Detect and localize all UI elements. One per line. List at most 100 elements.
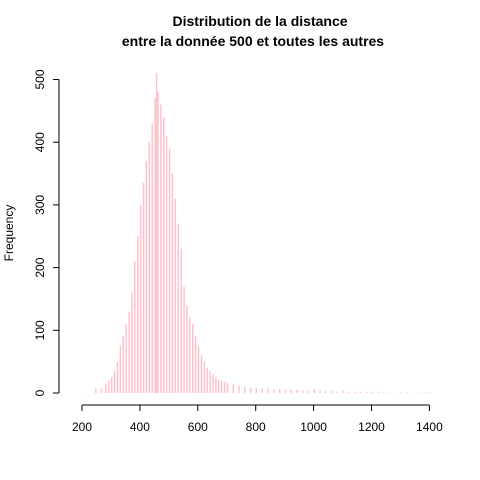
histogram-bar <box>371 391 373 393</box>
histogram-bar <box>125 324 127 393</box>
histogram-bar <box>82 392 84 393</box>
histogram-bar <box>284 389 287 393</box>
histogram-bar <box>296 389 298 393</box>
x-axis-tick-label: 1200 <box>358 420 385 434</box>
histogram-bar <box>145 161 148 393</box>
histogram-bar <box>412 392 414 393</box>
histogram-bar <box>377 391 379 393</box>
histogram-bar <box>223 381 226 393</box>
histogram-bar <box>203 361 206 393</box>
histogram-bar <box>342 391 344 393</box>
histogram-bar <box>197 345 200 393</box>
y-axis-tick-label: 500 <box>33 69 47 89</box>
histogram-bar <box>200 355 203 393</box>
histogram-bar <box>139 204 142 393</box>
histogram-bar <box>423 392 426 393</box>
histogram-bar <box>189 317 191 393</box>
chart-title-line-1: Distribution de la distance <box>172 13 347 29</box>
histogram-bar <box>100 388 103 393</box>
histogram-bar <box>406 392 408 393</box>
histogram-bar <box>212 374 214 393</box>
x-axis: 200 400 600 800 1000 1200 1400 <box>72 404 443 434</box>
histogram-bar <box>417 392 420 393</box>
histogram-bars <box>82 73 431 394</box>
histogram-bar <box>95 388 97 393</box>
histogram-bar <box>113 371 116 393</box>
histogram-bar <box>220 380 223 393</box>
x-axis-tick-label: 200 <box>72 420 92 434</box>
histogram-bar <box>154 98 156 393</box>
x-axis-tick-label: 800 <box>246 420 266 434</box>
histogram-bar <box>249 387 252 393</box>
histogram-bar <box>365 391 368 393</box>
histogram-bar <box>330 391 333 393</box>
histogram-bar <box>238 385 240 393</box>
histogram-bar <box>165 135 168 393</box>
y-axis-tick-label: 100 <box>33 320 47 340</box>
histogram-bar <box>116 361 119 393</box>
histogram-bar <box>160 104 162 393</box>
histogram-bar <box>267 388 269 393</box>
histogram-bar <box>400 392 402 393</box>
histogram-bar <box>105 383 107 393</box>
histogram-bar <box>354 391 356 393</box>
histogram-bar <box>273 389 275 393</box>
histogram-bar <box>307 390 310 393</box>
histogram-bar <box>168 148 171 393</box>
y-axis-tick-label: 400 <box>33 132 47 152</box>
histogram-bar <box>215 377 217 393</box>
histogram-bar <box>278 389 281 393</box>
histogram-bar <box>302 390 304 393</box>
histogram-bar <box>226 382 229 393</box>
histogram-bar <box>177 223 179 393</box>
x-axis-tick-label: 600 <box>188 420 208 434</box>
histogram-bar <box>192 324 194 393</box>
histogram-bar <box>131 292 133 393</box>
histogram-bar <box>388 392 391 393</box>
histogram-bar <box>155 73 158 393</box>
histogram-bar <box>108 380 110 393</box>
histogram-bar <box>157 92 159 393</box>
histogram-bar <box>171 173 174 393</box>
y-axis: 0 100 200 300 400 500 <box>33 69 60 396</box>
histogram-bar <box>151 123 153 393</box>
x-axis-tick-label: 400 <box>130 420 150 434</box>
histogram-bar <box>394 392 397 393</box>
histogram-bar <box>255 387 258 393</box>
histogram-bar <box>429 392 431 393</box>
histogram-bar <box>325 391 327 393</box>
histogram-bar <box>209 371 211 393</box>
histogram-bar <box>163 117 165 394</box>
histogram-bar <box>186 305 188 393</box>
y-axis-tick-label: 0 <box>33 389 47 396</box>
histogram-bar <box>110 377 113 393</box>
histogram-bar <box>206 367 208 393</box>
histogram-bar <box>119 345 122 393</box>
y-axis-tick-label: 200 <box>33 257 47 277</box>
histogram-bar <box>290 389 292 393</box>
histogram-bar <box>383 392 385 393</box>
histogram-bar <box>142 182 145 393</box>
histogram-bar <box>218 379 220 393</box>
histogram-bar <box>359 391 362 393</box>
histogram-bar <box>128 311 130 393</box>
histogram-bar <box>137 236 139 393</box>
histogram-bar <box>244 386 246 393</box>
histogram-bar <box>348 391 350 393</box>
histogram-bar <box>336 391 339 393</box>
y-axis-title: Frequency <box>2 205 16 262</box>
histogram-bar <box>313 389 316 393</box>
histogram-bar <box>148 142 151 393</box>
y-axis-tick-label: 300 <box>33 195 47 215</box>
histogram-bar <box>174 198 177 393</box>
histogram-bar <box>183 286 185 393</box>
x-axis-tick-label: 1400 <box>416 420 443 434</box>
histogram-bar <box>319 390 321 393</box>
x-axis-tick-label: 1000 <box>300 420 327 434</box>
chart-title-line-2: entre la donnée 500 et toutes les autres <box>122 33 384 49</box>
histogram-bar <box>134 261 136 393</box>
histogram-bar <box>232 384 234 393</box>
histogram-bar <box>261 387 263 393</box>
histogram-bar <box>194 336 197 393</box>
